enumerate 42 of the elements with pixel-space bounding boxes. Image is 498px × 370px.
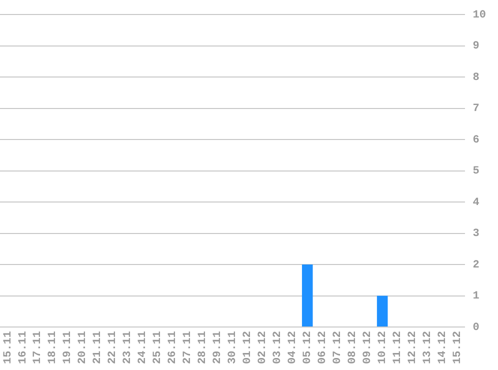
x-tick-label: 21.11 [92,330,104,364]
x-tick-label: 23.11 [122,330,134,364]
x-tick-label: 22.11 [107,330,120,364]
y-tick-label: 10 [472,9,486,22]
x-tick-label: 08.12 [347,330,360,364]
x-tick-label: 18.11 [47,330,60,364]
x-tick-label: 02.12 [257,330,270,364]
x-tick-label: 15.11 [2,330,14,364]
x-tick-label: 10.12 [377,330,390,364]
x-tick-label: 05.12 [302,330,314,364]
x-tick-label: 25.11 [152,330,164,364]
x-tick-label: 20.11 [77,330,90,364]
x-tick-label: 24.11 [137,330,150,364]
y-tick-label: 5 [472,166,480,178]
y-tick-label: 7 [472,103,480,116]
x-tick-label: 15.12 [452,330,464,364]
y-tick-label: 1 [472,290,480,303]
x-tick-label: 14.12 [437,330,450,364]
x-tick-label: 09.12 [362,330,374,364]
x-tick-label: 26.11 [167,330,180,364]
y-tick-label: 8 [472,72,480,84]
x-tick-label: 17.11 [32,330,44,364]
x-tick-label: 04.12 [287,330,300,364]
x-tick-label: 06.12 [317,330,330,364]
x-tick-label: 11.12 [392,330,404,364]
x-tick-label: 01.12 [242,330,254,364]
y-tick-label: 2 [472,259,480,272]
y-tick-label: 0 [472,322,480,334]
x-tick-label: 16.11 [17,330,30,364]
y-tick-label: 6 [472,134,480,146]
x-tick-label: 19.11 [62,330,74,364]
y-tick-label: 9 [472,40,480,53]
x-tick-label: 12.12 [407,330,420,364]
x-tick-label: 27.11 [182,330,194,364]
x-tick-label: 13.12 [422,330,434,364]
y-tick-label: 3 [472,228,480,240]
x-tick-label: 29.11 [212,330,224,364]
y-tick-label: 4 [472,196,480,209]
x-tick-label: 30.11 [227,330,240,364]
x-tick-label: 07.12 [332,330,344,364]
x-tick-label: 28.11 [197,330,210,364]
x-tick-label: 03.12 [272,330,284,364]
